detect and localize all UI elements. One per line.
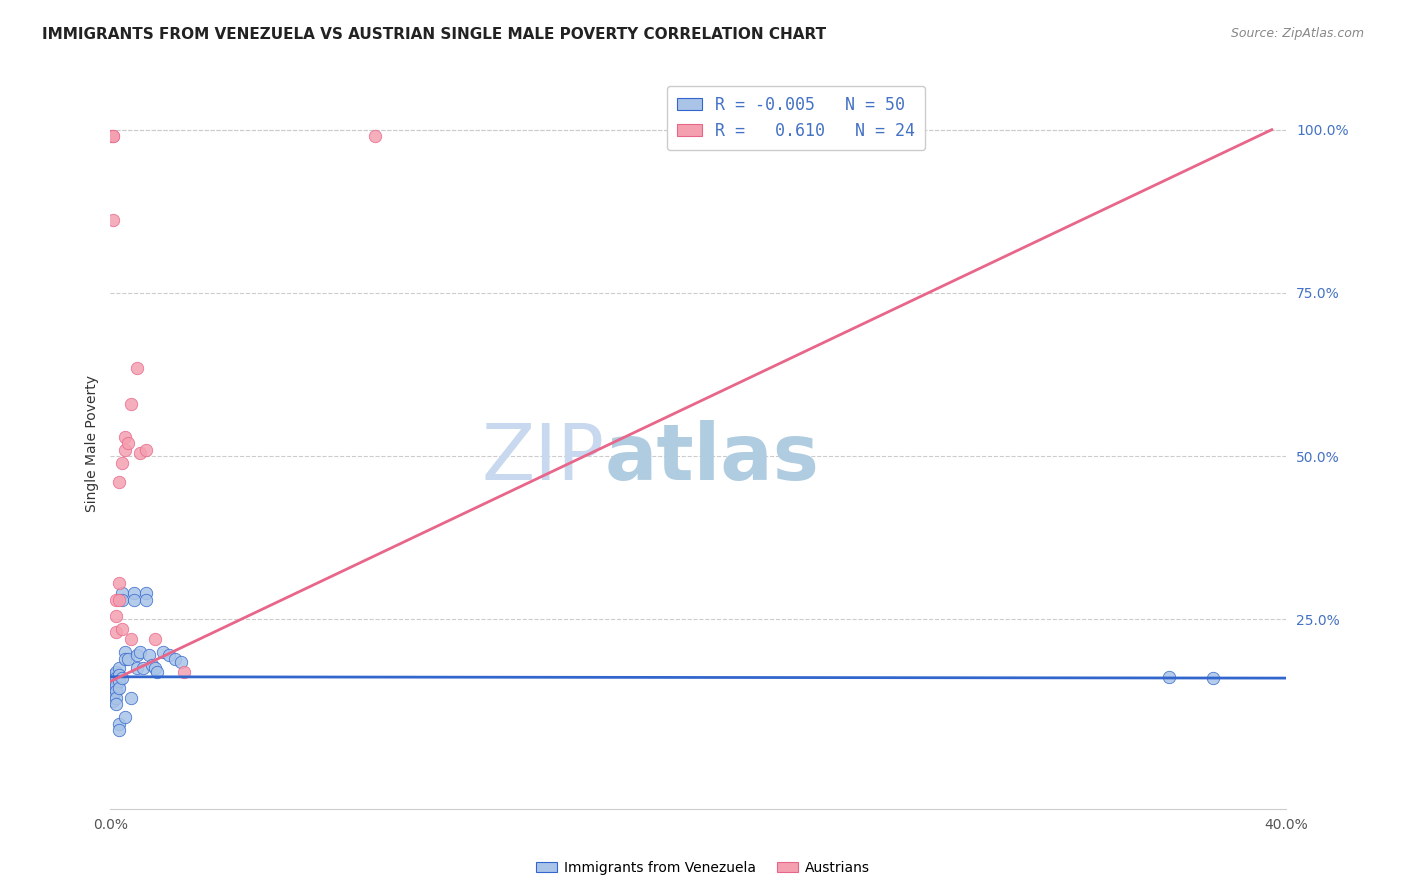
Point — [364, 129, 387, 144]
Point — [117, 651, 139, 665]
Point — [114, 645, 136, 659]
Point — [105, 690, 128, 705]
Point — [111, 671, 134, 685]
Point — [141, 658, 163, 673]
Point — [103, 682, 125, 697]
Point — [108, 716, 131, 731]
Point — [114, 429, 136, 443]
Point — [108, 592, 131, 607]
Point — [100, 679, 122, 693]
Point — [103, 674, 125, 689]
Point — [114, 710, 136, 724]
Point — [143, 632, 166, 646]
Point — [103, 129, 125, 144]
Legend: Immigrants from Venezuela, Austrians: Immigrants from Venezuela, Austrians — [530, 855, 876, 880]
Point — [100, 685, 122, 699]
Point — [111, 586, 134, 600]
Point — [105, 678, 128, 692]
Y-axis label: Single Male Poverty: Single Male Poverty — [86, 375, 100, 511]
Point — [103, 690, 125, 705]
Point — [108, 681, 131, 695]
Point — [103, 212, 125, 227]
Point — [132, 661, 155, 675]
Point — [120, 397, 142, 411]
Point — [105, 697, 128, 711]
Point — [108, 668, 131, 682]
Point — [111, 622, 134, 636]
Point — [117, 436, 139, 450]
Point — [173, 665, 195, 679]
Point — [135, 592, 157, 607]
Point — [108, 674, 131, 689]
Point — [105, 665, 128, 679]
Point — [128, 446, 150, 460]
Point — [103, 129, 125, 144]
Point — [100, 129, 122, 144]
Point — [120, 632, 142, 646]
Point — [152, 645, 174, 659]
Point — [170, 655, 193, 669]
Point — [135, 442, 157, 457]
Point — [111, 592, 134, 607]
Point — [108, 723, 131, 738]
Point — [105, 609, 128, 624]
Point — [105, 671, 128, 685]
Point — [122, 592, 145, 607]
Point — [120, 690, 142, 705]
Point — [114, 442, 136, 457]
Point — [1157, 670, 1180, 684]
Text: ZIP: ZIP — [481, 419, 605, 496]
Point — [105, 684, 128, 698]
Legend: R = -0.005   N = 50, R =   0.610   N = 24: R = -0.005 N = 50, R = 0.610 N = 24 — [666, 86, 925, 150]
Point — [105, 625, 128, 640]
Point — [143, 661, 166, 675]
Point — [100, 674, 122, 689]
Point — [108, 475, 131, 490]
Point — [108, 661, 131, 675]
Point — [103, 671, 125, 685]
Point — [105, 592, 128, 607]
Point — [165, 651, 187, 665]
Text: Source: ZipAtlas.com: Source: ZipAtlas.com — [1230, 27, 1364, 40]
Point — [100, 682, 122, 697]
Point — [135, 586, 157, 600]
Point — [114, 651, 136, 665]
Point — [111, 456, 134, 470]
Point — [125, 648, 148, 663]
Point — [1202, 671, 1225, 685]
Point — [128, 645, 150, 659]
Point — [122, 586, 145, 600]
Point — [146, 665, 169, 679]
Point — [103, 679, 125, 693]
Point — [138, 648, 160, 663]
Point — [103, 694, 125, 708]
Point — [103, 687, 125, 701]
Point — [103, 668, 125, 682]
Point — [125, 361, 148, 376]
Point — [157, 648, 180, 663]
Point — [125, 661, 148, 675]
Text: IMMIGRANTS FROM VENEZUELA VS AUSTRIAN SINGLE MALE POVERTY CORRELATION CHART: IMMIGRANTS FROM VENEZUELA VS AUSTRIAN SI… — [42, 27, 827, 42]
Text: atlas: atlas — [605, 419, 820, 496]
Point — [108, 576, 131, 591]
